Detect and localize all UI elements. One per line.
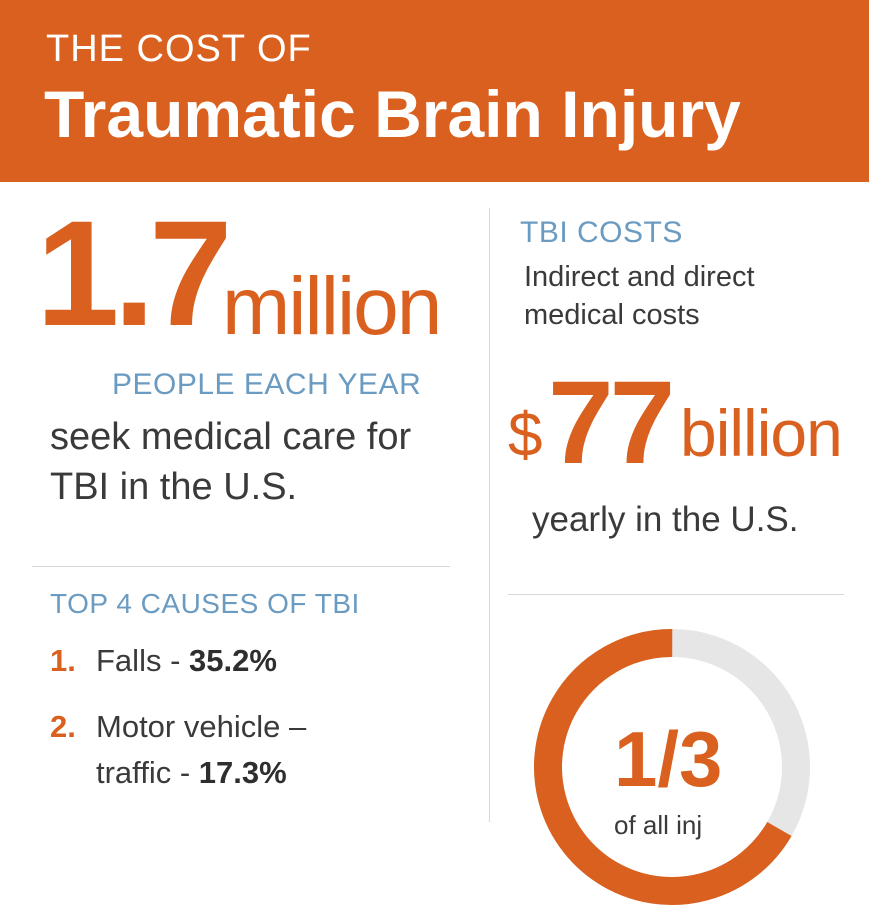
costs-currency: $ (508, 401, 543, 470)
costs-unit: billion (680, 396, 843, 470)
costs-caption: yearly in the U.S. (532, 500, 799, 539)
people-description: seek medical care for TBI in the U.S. (50, 416, 412, 508)
costs-title: TBI COSTS (520, 216, 683, 249)
fraction-caption: of all inj (614, 810, 703, 840)
right-section-divider (508, 594, 844, 595)
header-banner: THE COST OF Traumatic Brain Injury (0, 0, 869, 182)
cause-number: 2. (50, 709, 76, 744)
cause-label: Motor vehicle – (96, 709, 307, 744)
people-unit: million (222, 261, 442, 352)
header-title-main: Traumatic Brain Injury (44, 77, 741, 151)
costs-amount: 77 (548, 357, 675, 489)
cause-label: Falls - (96, 643, 189, 678)
vertical-divider (489, 208, 490, 822)
people-label: PEOPLE EACH YEAR (112, 368, 422, 401)
cause-item-2: 2. Motor vehicle – traffic - 17.3% (50, 704, 306, 796)
costs-subtitle: Indirect and direct medical costs (524, 261, 755, 331)
fraction-value: 1/3 (614, 715, 723, 803)
header-title-top: THE COST OF (46, 28, 312, 70)
people-number: 1.7 (36, 189, 233, 357)
cause-percent: 35.2% (189, 643, 277, 678)
causes-title: TOP 4 CAUSES OF TBI (50, 588, 360, 619)
cause-label-2: traffic - (96, 755, 199, 790)
left-section-divider (32, 566, 450, 567)
cause-label-continued: traffic - 17.3% (50, 750, 306, 796)
cause-percent: 17.3% (198, 755, 287, 790)
cause-item-1: 1. Falls - 35.2% (50, 638, 277, 684)
cause-number: 1. (50, 643, 76, 678)
